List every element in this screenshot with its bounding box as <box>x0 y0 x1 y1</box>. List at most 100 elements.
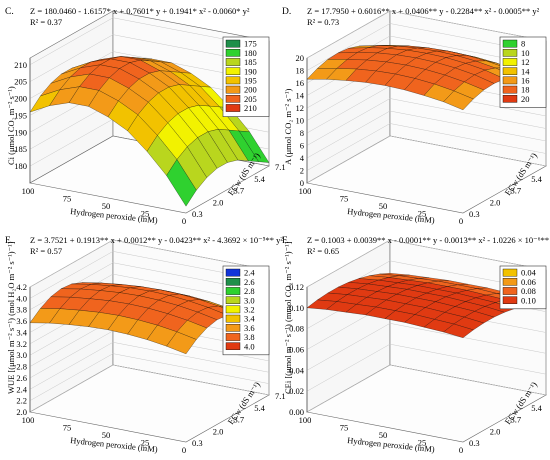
legend-entry: 0.06 <box>521 277 536 287</box>
legend-swatch <box>225 85 241 94</box>
legend-entry: 2.4 <box>244 268 255 278</box>
legend-swatch <box>225 296 241 304</box>
x-tick-label: 0 <box>182 445 186 455</box>
y-tick-label: 0.3 <box>192 438 203 448</box>
legend-swatch <box>225 104 241 112</box>
legend-entry: 210 <box>244 103 257 113</box>
y-tick-label: 5.4 <box>531 174 542 184</box>
z-tick-label: 185 <box>14 144 27 154</box>
legend-swatch <box>225 49 241 57</box>
z-axis-label: WUE [(μmol m⁻² s⁻¹) (mol H₂O m⁻² s⁻¹)⁻¹] <box>6 241 16 394</box>
z-tick-label: 4.2 <box>16 282 27 292</box>
z-gridline <box>29 342 270 390</box>
y-tick-label: 5.4 <box>531 403 542 413</box>
z-gridline <box>29 239 270 288</box>
equation-text: Z = 0.1003 + 0.0039** x - 0.0001** y - 0… <box>307 235 550 245</box>
legend-entry: 195 <box>244 76 257 86</box>
chart-panel-1: 18018519019520020521010075502500.32.03.7… <box>5 6 286 226</box>
legend-entry: 3.0 <box>244 295 255 305</box>
x-tick-label: 50 <box>379 201 388 211</box>
y-tick-label: 0.3 <box>469 209 480 219</box>
legend-entry: 4.0 <box>244 341 255 351</box>
x-tick-label: 0 <box>459 216 463 226</box>
legend-entry: 205 <box>244 94 257 104</box>
legend-entry: 190 <box>244 66 257 76</box>
equation-text: Z = 3.7521 + 0.1913** x + 0.0012** y - 0… <box>30 235 283 245</box>
z-tick-label: 3.2 <box>16 339 27 349</box>
z-tick-label: 2.4 <box>16 384 27 394</box>
x-tick-label: 100 <box>22 186 35 196</box>
z-tick-label: 0.06 <box>289 345 304 355</box>
legend-entry: 10 <box>521 48 530 58</box>
legend-swatch <box>225 278 241 286</box>
legend-entry: 175 <box>244 39 257 49</box>
x-tick-label: 75 <box>63 423 72 433</box>
legend-entry: 0.04 <box>521 268 537 278</box>
y-tick-label: 0.3 <box>469 438 480 448</box>
legend-swatch <box>502 58 518 66</box>
equation-text: Z = 180.0460 - 1.6157* x + 0.7601* y + 0… <box>30 6 250 16</box>
z-tick-label: 8 <box>300 128 304 138</box>
z-gridline <box>306 123 547 171</box>
z-tick-label: 0.10 <box>289 303 304 313</box>
legend-swatch <box>225 287 241 295</box>
z-tick-label: 210 <box>14 60 27 70</box>
legend-entry: 2.6 <box>244 277 255 287</box>
surface-cell <box>166 159 197 207</box>
z-tick-label: 2 <box>300 166 304 176</box>
y-tick-label: 5.4 <box>254 174 265 184</box>
legend-swatch <box>225 314 241 323</box>
z-axis-label: A (μmol CO₂ m⁻² s⁻¹) <box>283 88 293 165</box>
y-tick-label: 2.0 <box>213 426 224 436</box>
x-tick-label: 0 <box>459 445 463 455</box>
legend-entry: 14 <box>521 66 530 76</box>
legend-entry: 3.6 <box>244 323 255 333</box>
surface-cell <box>166 331 197 355</box>
z-tick-label: 2.8 <box>16 362 27 372</box>
legend-swatch <box>225 39 241 48</box>
legend-entry: 200 <box>244 85 257 95</box>
z-gridline <box>29 353 270 401</box>
z-gridline <box>306 135 547 184</box>
legend-entry: 3.2 <box>244 305 255 315</box>
chart-panel-2: 0246810121416182010075502500.32.03.75.47… <box>282 6 547 226</box>
z-tick-label: 16 <box>296 78 305 88</box>
z-gridline <box>306 23 547 71</box>
legend: 0.040.060.080.10 <box>499 265 547 310</box>
r-squared-text: R² = 0.37 <box>30 17 62 27</box>
legend-entry: 16 <box>521 76 530 86</box>
z-tick-label: 180 <box>14 161 27 171</box>
y-tick-label: 3.7 <box>511 186 522 196</box>
legend-swatch <box>502 287 518 295</box>
z-tick-label: 205 <box>14 77 27 87</box>
z-axis-label: CEi [(μmol m⁻² s⁻¹) (mmol CO₂ m⁻² s⁻¹)⁻¹… <box>283 241 293 394</box>
legend-swatch <box>225 342 241 350</box>
z-tick-label: 195 <box>14 110 27 120</box>
chart-panel-4: 0.000.020.040.060.080.100.1210075502500.… <box>282 235 550 455</box>
panel-label: C. <box>5 7 14 17</box>
y-tick-label: 7.1 <box>275 391 286 401</box>
panel-label: E. <box>5 236 13 246</box>
z-tick-label: 4 <box>300 153 305 163</box>
legend-swatch <box>502 268 518 277</box>
z-gridline <box>29 251 270 299</box>
y-tick-label: 7.1 <box>275 162 286 172</box>
x-tick-label: 0 <box>182 216 186 226</box>
x-tick-label: 50 <box>102 201 111 211</box>
x-tick-label: 75 <box>340 423 349 433</box>
z-tick-label: 200 <box>14 94 27 104</box>
legend-entry: 185 <box>244 57 257 67</box>
panel-label: D. <box>282 7 291 17</box>
x-tick-label: 50 <box>102 430 111 440</box>
y-tick-label: 3.7 <box>234 415 245 425</box>
y-tick-label: 2.0 <box>213 197 224 207</box>
x-tick-label: 25 <box>141 438 150 448</box>
z-axis-label: Ci (μmol CO₂ m⁻² s⁻¹) <box>6 86 16 165</box>
legend-swatch <box>225 305 241 314</box>
legend-swatch <box>225 76 241 85</box>
z-tick-label: 20 <box>296 53 305 63</box>
z-tick-label: 190 <box>14 127 27 137</box>
legend-entry: 0.08 <box>521 286 536 296</box>
